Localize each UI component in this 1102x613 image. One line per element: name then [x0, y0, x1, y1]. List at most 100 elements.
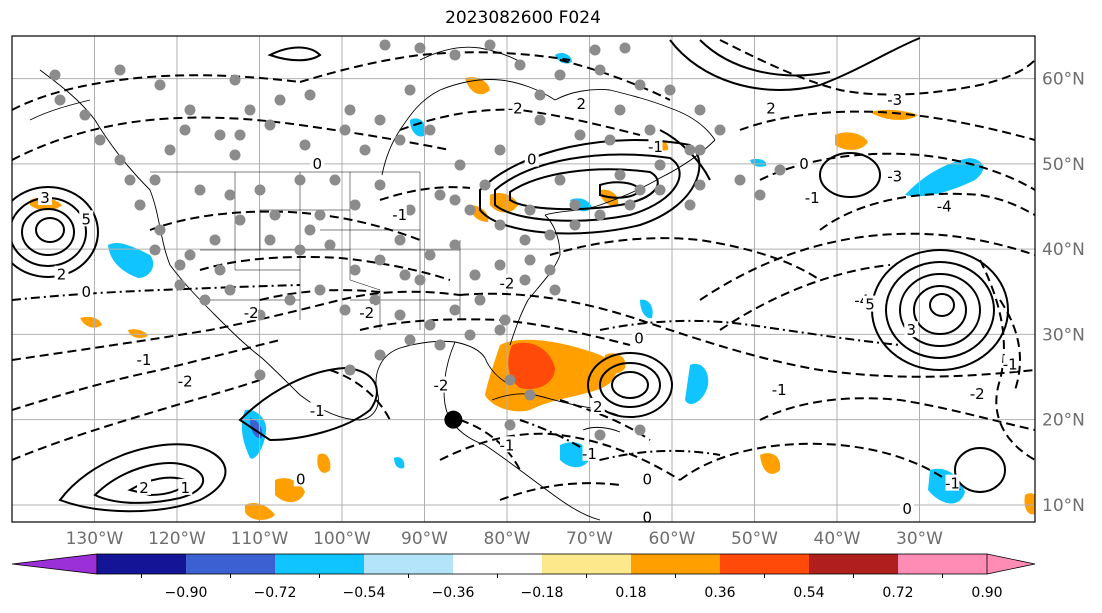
colorbar	[11, 553, 1036, 575]
colorbar-segment	[542, 554, 632, 574]
station-dot	[519, 234, 531, 246]
lon-tick-label: 110°W	[231, 529, 289, 549]
station-dot	[114, 154, 126, 166]
contour-label: 2	[57, 266, 67, 284]
contour-label-bg	[900, 500, 915, 517]
positive-contours	[12, 37, 1009, 513]
station-dot	[304, 89, 316, 101]
station-dot	[684, 144, 696, 156]
station-dot	[514, 59, 526, 71]
station-dot	[614, 169, 626, 181]
station-dot	[714, 124, 726, 136]
station-dot	[374, 179, 386, 191]
station-dot	[464, 329, 476, 341]
contour-label-bg	[945, 474, 960, 491]
contour-label: 3	[40, 189, 50, 207]
lon-tick-label: 90°W	[401, 529, 448, 549]
station-dot	[754, 189, 766, 201]
colorbar-tick-label: −0.54	[343, 585, 386, 601]
contour-label: -2	[434, 377, 449, 395]
station-dot	[554, 69, 566, 81]
station-dot	[374, 349, 386, 361]
contour-label: 2	[139, 479, 149, 497]
colorbar-tick-label: 0.72	[882, 585, 913, 601]
station-dot	[79, 109, 91, 121]
contour-label-bg	[38, 189, 52, 205]
station-dot	[244, 104, 256, 116]
station-dot	[329, 174, 341, 186]
station-dot	[544, 264, 556, 276]
contour-label-bg	[310, 154, 325, 171]
colorbar-segment	[97, 554, 187, 574]
station-dot	[549, 284, 561, 296]
contour-label: -3	[887, 168, 902, 186]
contour-label-bg	[970, 385, 985, 402]
contour-label: -2	[359, 304, 374, 322]
station-dot	[229, 149, 241, 161]
station-dot	[314, 209, 326, 221]
colorbar-extend-max	[986, 553, 1036, 575]
station-dot	[379, 39, 391, 51]
colorbar-tick-label: 0.54	[793, 585, 824, 601]
contour-label: -1	[582, 445, 597, 463]
station-dot	[414, 274, 426, 286]
station-dot	[349, 199, 361, 211]
station-dot	[369, 294, 381, 306]
contour-label-bg	[508, 99, 523, 116]
station-dot	[264, 119, 276, 131]
colorbar-tick-label: −0.36	[432, 585, 475, 601]
colorbar-tick-label: −0.72	[254, 585, 297, 601]
station-dot	[624, 199, 636, 211]
station-dot	[179, 124, 191, 136]
contour-label: 0	[634, 330, 644, 348]
latitude-tick-labels: 60°N 50°N 40°N 30°N 20°N 10°N	[1042, 70, 1085, 516]
contour-label: -1	[1003, 355, 1018, 373]
lon-tick-label: 70°W	[566, 529, 613, 549]
station-dot	[214, 129, 226, 141]
lat-tick-label: 10°N	[1042, 496, 1085, 516]
contour-label-bg	[887, 167, 902, 184]
lon-tick-label: 50°W	[731, 529, 778, 549]
station-dot	[469, 269, 481, 281]
contour-label: 5	[865, 296, 875, 314]
contour-label-bg	[524, 150, 539, 167]
station-dot	[324, 239, 336, 251]
contour-label: 0	[312, 155, 322, 173]
contour-label: -1	[500, 436, 515, 454]
station-dot	[574, 129, 586, 141]
station-dot	[284, 294, 296, 306]
colorbar-tick-label: 0.36	[704, 585, 735, 601]
contour-label: -1	[772, 381, 787, 399]
contour-label: -1	[392, 206, 407, 224]
colorbar-tick-label: 0.18	[615, 585, 646, 601]
contour-label-bg	[79, 210, 94, 227]
contour-label: -2	[500, 274, 515, 292]
station-dot	[594, 429, 606, 441]
station-dot	[594, 64, 606, 76]
contour-label-bg	[797, 154, 811, 171]
station-dot	[374, 254, 386, 266]
station-dot	[224, 284, 236, 296]
colorbar-extend-min	[11, 553, 98, 575]
contour-label: -1	[648, 138, 663, 156]
station-dot	[174, 259, 186, 271]
contour-label: -2	[178, 372, 193, 390]
contour-label: -3	[887, 91, 902, 109]
colorbar-tick-labels: −0.90 −0.72 −0.54 −0.36 −0.18 0.18 0.36 0.54 0.7…	[141, 574, 1003, 601]
station-dot	[344, 364, 356, 376]
station-dot	[494, 324, 506, 336]
contour-label-bg	[500, 436, 514, 453]
station-dot	[634, 424, 646, 436]
contour-label: 0	[296, 470, 306, 488]
contour-label-bg	[887, 90, 902, 107]
station-dot	[404, 84, 416, 96]
contour-label-bg	[359, 304, 374, 321]
contour-label: -2	[970, 385, 985, 403]
contour-label-bg	[772, 380, 787, 397]
contour-label: 1	[180, 479, 190, 497]
station-dot	[359, 144, 371, 156]
station-dot	[534, 89, 546, 101]
station-dot	[474, 294, 486, 306]
station-dot	[134, 199, 146, 211]
